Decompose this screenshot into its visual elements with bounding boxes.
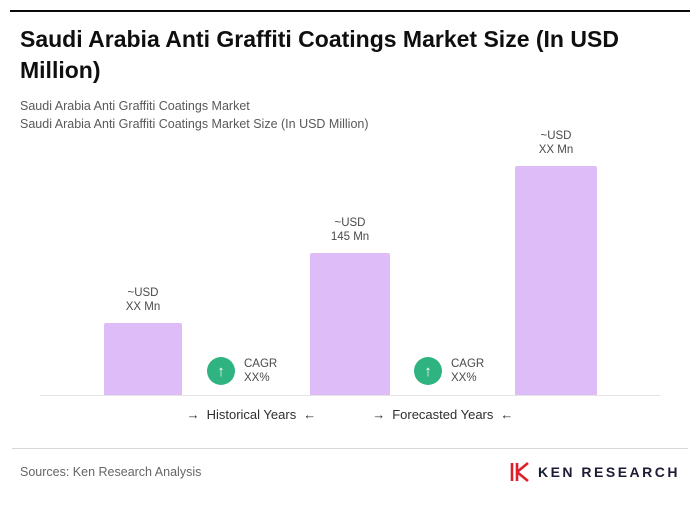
bar-value-label: ~USD XX Mn [538,130,574,157]
cagr-badge-2: ↑ CAGR XX% [414,357,485,386]
footer: Sources: Ken Research Analysis KEN RESEA… [0,449,700,483]
legend-forecasted-years: → Forecasted Years ← [372,407,513,422]
legend-label: Forecasted Years [392,407,494,423]
subtitle-market: Saudi Arabia Anti Graffiti Coatings Mark… [20,99,250,114]
bar-value-label: ~USD 145 Mn [330,217,370,244]
ken-research-logo: KEN RESEARCH [509,461,680,483]
chart-subtitles: Saudi Arabia Anti Graffiti Coatings Mark… [0,97,700,133]
left-arrow-icon: ← [500,407,514,423]
up-arrow-icon: ↑ [414,357,442,386]
bar-value-label: ~USD XX Mn [125,287,161,314]
subtitle-market-size: Saudi Arabia Anti Graffiti Coatings Mark… [20,117,369,132]
right-arrow-icon: → [186,407,200,423]
up-arrow-icon: ↑ [207,357,235,386]
page-title: Saudi Arabia Anti Graffiti Coatings Mark… [20,26,619,84]
bar-base [310,253,390,396]
left-arrow-icon: ← [303,407,317,423]
axis-legend: → Historical Years ← → Forecasted Years … [40,407,660,422]
bar-forecast [515,166,597,396]
bar-historical [104,323,182,396]
top-divider [10,10,690,12]
cagr-label: CAGR XX% [451,358,485,385]
cagr-label: CAGR XX% [244,358,278,385]
legend-label: Historical Years [206,407,297,423]
bar-group-historical: ~USD XX Mn [104,286,182,396]
ken-research-logo-text: KEN RESEARCH [537,464,680,481]
bar-group-forecast: ~USD XX Mn [515,129,597,396]
ken-research-k-icon [510,462,529,483]
legend-historical-years: → Historical Years ← [187,407,317,422]
sources-text: Sources: Ken Research Analysis [20,465,202,480]
cagr-badge-1: ↑ CAGR XX% [207,357,278,386]
bar-chart: ~USD XX Mn ↑ CAGR XX% ~USD 145 Mn ↑ CAGR… [40,116,660,397]
footer-divider [12,448,688,450]
bar-group-base: ~USD 145 Mn [310,216,390,396]
right-arrow-icon: → [372,407,386,423]
